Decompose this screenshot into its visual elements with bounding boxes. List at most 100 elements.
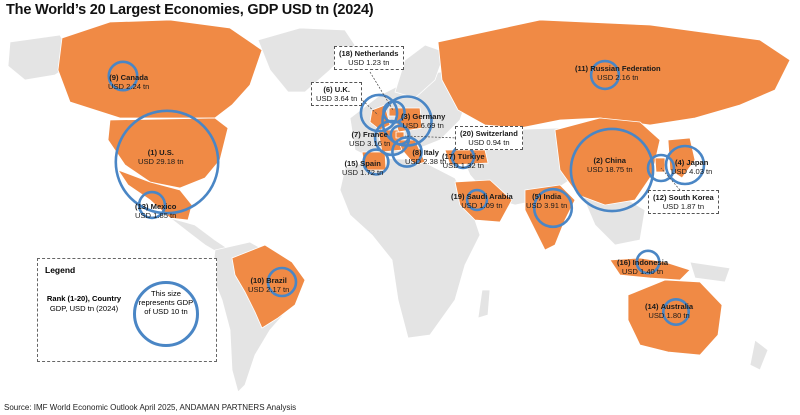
- gdp-circle-india: [532, 187, 574, 229]
- gdp-circle-u-k-: [359, 93, 399, 133]
- indonesia-shape: [609, 257, 691, 281]
- label-brazil-gdp: USD 2.17 tn: [248, 285, 290, 294]
- leader-south-korea: [660, 167, 681, 191]
- label-uk-gdp: USD 3.64 tn: [316, 94, 358, 103]
- china-shape: [554, 117, 661, 206]
- label-spain-gdp: USD 1.72 tn: [342, 168, 384, 177]
- label-mexico-rank: (13): [135, 202, 149, 211]
- legend-circle-text: This size represents GDP of USD 10 tn: [138, 289, 194, 316]
- gdp-circles: [107, 59, 706, 326]
- label-spain: (15) Spain USD 1.72 tn: [342, 159, 383, 177]
- label-australia-rank: (14): [645, 302, 659, 311]
- label-netherlands-name: Netherlands: [354, 49, 399, 58]
- label-india-gdp: USD 3.91 tn: [526, 201, 568, 210]
- label-canada: (9) Canada USD 2.24 tn: [108, 73, 149, 91]
- label-japan-gdp: USD 4.03 tn: [671, 167, 713, 176]
- gdp-circle-south-korea: [646, 153, 676, 183]
- png-shape: [689, 261, 731, 283]
- mexico-shape: [116, 169, 193, 221]
- south-korea-shape: [654, 157, 666, 173]
- label-italy-name: Italy: [423, 148, 439, 157]
- gdp-circle-brazil: [266, 266, 298, 298]
- australia-shape: [627, 279, 723, 356]
- gdp-circle-spain: [362, 148, 390, 176]
- label-brazil-rank: (10): [250, 276, 265, 285]
- label-south-korea-rank: (12): [653, 193, 667, 202]
- label-japan-rank: (4): [675, 158, 685, 167]
- label-spain-rank: (15): [344, 159, 359, 168]
- label-italy-gdp: USD 2.38 tn: [405, 157, 447, 166]
- label-japan-name: Japan: [686, 158, 709, 167]
- leader-netherlands: [369, 71, 394, 111]
- label-mexico: (13) Mexico USD 1.85 tn: [135, 202, 176, 220]
- label-germany-rank: (3): [401, 112, 411, 121]
- canada-shape: [57, 19, 263, 119]
- india-shape: [524, 184, 576, 251]
- label-australia-gdp: USD 1.80 tn: [648, 311, 690, 320]
- gdp-circle-mexico: [137, 190, 167, 220]
- label-australia-name: Australia: [660, 302, 694, 311]
- label-turkiye-rank: (17): [442, 152, 456, 161]
- label-switzerland-rank: (20): [460, 129, 474, 138]
- russia-shape: [437, 19, 791, 129]
- label-canada-name: Canada: [120, 73, 149, 82]
- label-india-name: India: [543, 192, 562, 201]
- gdp-circle-indonesia: [635, 249, 661, 275]
- label-saudi-arabia-gdp: USD 1.09 tn: [461, 201, 503, 210]
- gdp-circle-russian-federation: [589, 59, 621, 91]
- label-saudi-arabia-name: Saudi Arabia: [466, 192, 513, 201]
- highlighted-countries: [57, 19, 791, 356]
- label-indonesia-gdp: USD 1.40 tn: [621, 267, 664, 276]
- label-france-gdp: USD 3.16 tn: [349, 139, 391, 148]
- label-indonesia-name: Indonesia: [632, 258, 669, 267]
- label-netherlands-rank: (18): [339, 49, 353, 58]
- label-spain-name: Spain: [360, 159, 381, 168]
- label-germany-name: Germany: [412, 112, 446, 121]
- label-uk: (6) U.K. USD 3.64 tn: [311, 82, 363, 106]
- label-brazil-name: Brazil: [266, 276, 287, 285]
- leader-lines: [359, 71, 681, 191]
- label-saudi-arabia: (19) Saudi Arabia USD 1.09 tn: [451, 192, 513, 210]
- gdp-circle-china: [569, 127, 655, 213]
- label-france-name: France: [362, 130, 388, 139]
- label-italy: (8) Italy USD 2.38 tn: [405, 148, 446, 166]
- label-uk-rank: (6): [323, 85, 333, 94]
- label-indonesia-rank: (16): [617, 258, 631, 267]
- saudi-arabia-shape: [454, 179, 513, 223]
- label-russia: (11) Russian Federation USD 2.16 tn: [575, 64, 661, 82]
- label-russia-rank: (11): [575, 64, 589, 73]
- label-india-rank: (5): [532, 192, 542, 201]
- leader-uk: [359, 97, 379, 116]
- gdp-circle-saudi-arabia: [465, 188, 489, 212]
- gdp-circle-switzerland: [389, 124, 411, 146]
- label-uk-name: U.K.: [334, 85, 350, 94]
- label-switzerland: (20) Switzerland USD 0.94 tn: [455, 126, 523, 150]
- label-mexico-name: Mexico: [150, 202, 177, 211]
- label-brazil: (10) Brazil USD 2.17 tn: [248, 276, 289, 294]
- gdp-circle-canada: [107, 60, 139, 92]
- gdp-circle-italy: [391, 136, 423, 168]
- label-china-rank: (2): [593, 156, 603, 165]
- new-zealand-shape: [749, 339, 769, 371]
- legend-value-line: GDP, USD tn (2024): [49, 304, 119, 313]
- legend-title: Legend: [45, 265, 76, 275]
- legend-description: Rank (1-20), Country GDP, USD tn (2024): [45, 294, 123, 314]
- label-us-gdp: USD 29.18 tn: [138, 157, 184, 166]
- label-italy-rank: (8): [412, 148, 422, 157]
- gdp-circle-australia: [661, 297, 690, 326]
- label-india: (5) India USD 3.91 tn: [526, 192, 567, 210]
- label-switzerland-name: Switzerland: [475, 129, 518, 138]
- label-canada-gdp: USD 2.24 tn: [108, 82, 150, 91]
- legend-circle: [133, 281, 199, 347]
- label-mexico-gdp: USD 1.85 tn: [135, 211, 177, 220]
- label-us-name: U.S.: [159, 148, 174, 157]
- label-indonesia: (16) Indonesia USD 1.40 tn: [617, 258, 668, 276]
- label-turkiye: (17) Türkiye USD 1.32 tn: [442, 152, 485, 170]
- label-south-korea: (12) South Korea USD 1.87 tn: [648, 190, 719, 214]
- label-netherlands: (18) Netherlands USD 1.23 tn: [334, 46, 404, 70]
- label-germany: (3) Germany USD 6.69 tn: [401, 112, 445, 130]
- gdp-circle-japan: [664, 144, 706, 186]
- label-turkiye-gdp: USD 1.32 tn: [442, 161, 485, 170]
- label-china: (2) China USD 18.75 tn: [587, 156, 633, 174]
